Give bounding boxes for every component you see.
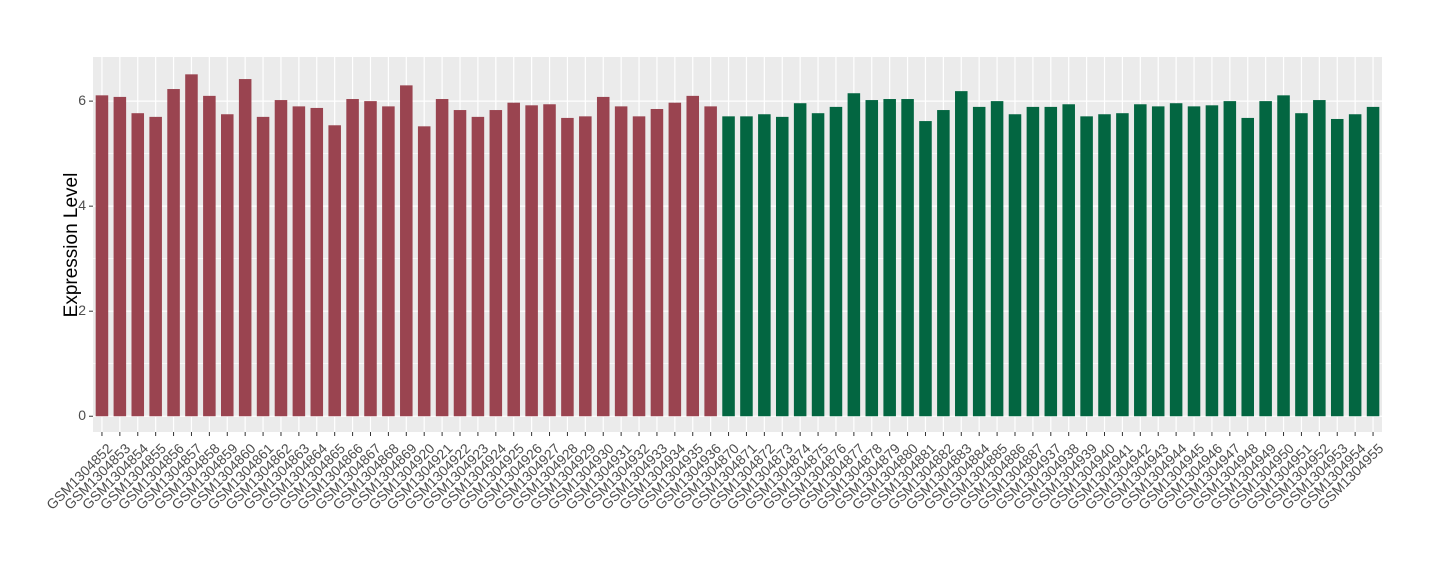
bar <box>95 95 109 417</box>
bar <box>1080 116 1093 417</box>
bar <box>167 89 180 417</box>
bar <box>579 116 592 417</box>
bar <box>668 102 682 417</box>
bar <box>775 116 789 417</box>
bar <box>901 99 914 417</box>
bar <box>1169 103 1183 417</box>
bar <box>865 100 879 417</box>
bar <box>758 114 771 417</box>
bar <box>292 106 306 417</box>
bar <box>1241 117 1254 417</box>
bar <box>274 100 288 417</box>
y-axis-label: Expression Level <box>61 173 82 318</box>
bar <box>1366 106 1380 417</box>
bar <box>1295 113 1308 417</box>
bar <box>543 104 556 417</box>
bar <box>847 93 861 417</box>
bar <box>972 106 986 417</box>
bar <box>1187 106 1201 417</box>
bar <box>1008 114 1022 417</box>
bar <box>435 99 449 417</box>
bar <box>811 113 825 417</box>
bar <box>596 96 610 417</box>
bar <box>328 125 341 417</box>
bar <box>507 102 520 417</box>
bar <box>561 117 574 417</box>
bar <box>310 107 324 417</box>
bar <box>1205 105 1219 417</box>
bar <box>238 79 252 417</box>
bar <box>346 99 359 417</box>
bar <box>686 95 700 417</box>
plot-panel <box>93 57 1382 432</box>
bar <box>722 116 735 417</box>
bar <box>364 101 377 417</box>
bar <box>256 116 270 417</box>
bar <box>740 116 753 417</box>
bar <box>1330 118 1344 417</box>
bar <box>650 108 664 417</box>
bar <box>614 106 628 417</box>
y-tick-label: 4 <box>78 197 86 213</box>
bar <box>185 74 198 417</box>
bar <box>1223 101 1237 417</box>
bar <box>1062 104 1075 417</box>
bar <box>113 96 127 417</box>
bar <box>382 106 395 417</box>
bar <box>131 113 145 417</box>
bar <box>221 114 234 417</box>
bar <box>471 116 485 417</box>
y-tick-label: 0 <box>78 407 86 423</box>
bar <box>704 106 717 417</box>
bar <box>632 116 646 417</box>
bar <box>1259 101 1272 417</box>
bar <box>525 105 538 417</box>
bar <box>1098 114 1111 417</box>
bar <box>149 116 162 417</box>
bar <box>955 91 968 417</box>
bar <box>1313 100 1326 417</box>
bar <box>489 110 503 417</box>
bar <box>829 106 843 417</box>
bar <box>1116 113 1129 417</box>
bar <box>1134 104 1147 417</box>
bar <box>453 110 467 417</box>
bar <box>883 99 896 417</box>
bar <box>400 85 413 417</box>
bar <box>203 95 216 417</box>
bar <box>793 103 807 417</box>
bar <box>937 110 950 417</box>
y-tick-label: 2 <box>78 302 86 318</box>
bar <box>990 101 1004 417</box>
y-tick-label: 6 <box>78 92 86 108</box>
bar <box>1277 95 1290 417</box>
bar <box>1044 106 1058 417</box>
bar <box>1348 114 1362 417</box>
bar <box>417 126 431 417</box>
bar <box>1151 106 1165 417</box>
bar <box>919 121 932 417</box>
bar <box>1026 106 1040 417</box>
